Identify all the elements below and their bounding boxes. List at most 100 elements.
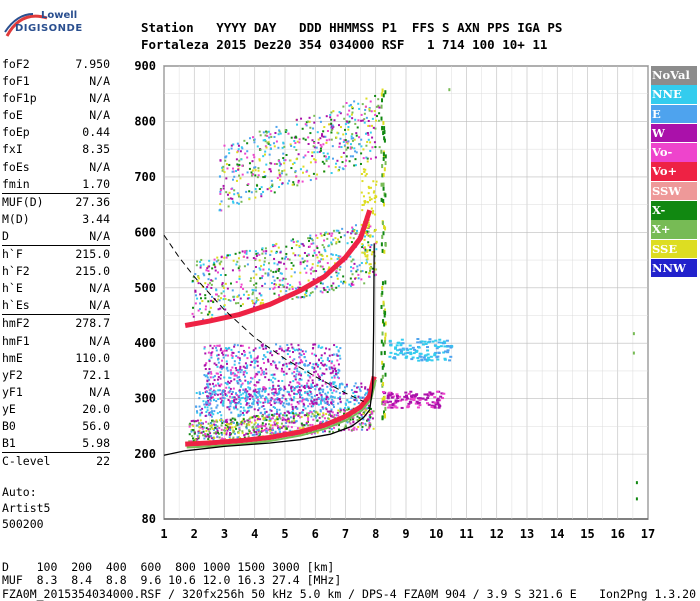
echo-dot	[384, 311, 387, 316]
echo-dot	[346, 399, 349, 402]
echo-dot	[369, 199, 372, 202]
echo-dot	[255, 286, 258, 289]
echo-dot	[251, 173, 254, 176]
echo-dot	[199, 302, 202, 305]
echo-dot	[205, 390, 208, 393]
echo-dot	[327, 391, 330, 394]
echo-dot	[326, 400, 329, 403]
echo-dot	[326, 358, 329, 361]
echo-dot	[382, 172, 385, 177]
echo-dot	[313, 141, 316, 144]
echo-dot	[346, 421, 349, 424]
echo-dot	[281, 419, 284, 422]
echo-dot	[219, 401, 222, 404]
echo-dot	[198, 391, 201, 394]
echo-dot	[239, 379, 242, 382]
echo-dot	[395, 406, 399, 409]
echo-dot	[229, 432, 232, 435]
echo-dot	[229, 387, 232, 390]
echo-dot	[299, 393, 302, 396]
echo-dot	[323, 234, 326, 237]
param-name: hmF1	[2, 333, 30, 348]
echo-dot	[380, 149, 383, 154]
echo-dot	[224, 427, 227, 430]
param-value: 3.44	[82, 211, 110, 226]
echo-dot	[336, 359, 339, 362]
echo-dot	[235, 263, 238, 266]
echo-dot	[330, 428, 333, 431]
echo-dot	[427, 358, 431, 361]
echo-dot	[347, 406, 350, 409]
echo-dot	[255, 415, 258, 418]
echo-dot	[354, 164, 357, 167]
echo-dot	[247, 409, 250, 412]
echo-dot	[368, 414, 371, 417]
echo-dot	[311, 239, 314, 242]
echo-dot	[286, 353, 289, 356]
echo-dot	[261, 424, 264, 427]
echo-dot	[274, 390, 277, 393]
echo-dot	[269, 170, 272, 173]
echo-dot	[358, 396, 361, 399]
echo-dot	[317, 141, 320, 144]
echo-dot	[296, 370, 299, 373]
echo-dot	[363, 253, 366, 256]
echo-dot	[208, 430, 211, 433]
echo-dot	[242, 373, 245, 376]
echo-dot	[314, 343, 317, 346]
echo-dot	[366, 160, 369, 163]
echo-dot	[354, 277, 357, 280]
echo-dot	[316, 256, 319, 259]
echo-dot	[247, 419, 250, 422]
echo-dot	[229, 299, 232, 302]
echo-dot	[239, 402, 242, 405]
echo-dot	[241, 344, 244, 347]
echo-dot	[257, 174, 260, 177]
echo-dot	[319, 409, 322, 412]
echo-dot	[259, 425, 262, 428]
y-tick-label: 800	[134, 114, 156, 128]
echo-dot	[308, 394, 311, 397]
echo-dot	[282, 402, 285, 405]
echo-dot	[261, 284, 264, 287]
echo-dot	[232, 387, 235, 390]
echo-dot	[241, 431, 244, 434]
auto-version: 500200	[2, 517, 44, 531]
echo-dot	[211, 393, 214, 396]
echo-dot	[335, 372, 338, 375]
echo-dot	[241, 147, 244, 150]
echo-dot	[306, 254, 309, 257]
echo-dot	[366, 407, 369, 410]
echo-dot	[427, 356, 431, 359]
echo-dot	[335, 241, 338, 244]
echo-dot	[222, 267, 225, 270]
echo-dot	[209, 428, 212, 431]
echo-dot	[323, 248, 326, 251]
echo-dot	[238, 277, 241, 280]
echo-dot	[290, 136, 293, 139]
echo-dot	[290, 387, 293, 390]
echo-dot	[357, 277, 360, 280]
echo-dot	[380, 182, 383, 187]
echo-dot	[260, 425, 263, 428]
echo-dot	[316, 264, 319, 267]
echo-dot	[242, 406, 245, 409]
echo-dot	[270, 409, 273, 412]
echo-dot	[235, 393, 238, 396]
echo-dot	[326, 402, 329, 405]
echo-dot	[280, 400, 283, 403]
echo-dot	[384, 154, 387, 159]
echo-dot	[293, 419, 296, 422]
echo-dot	[311, 139, 314, 142]
echo-dot	[236, 344, 239, 347]
echo-dot	[327, 397, 330, 400]
echo-dot	[255, 427, 258, 430]
echo-dot	[195, 264, 198, 267]
echo-dot	[352, 137, 355, 140]
echo-dot	[237, 350, 240, 353]
echo-dot	[285, 153, 288, 156]
echo-dot	[400, 406, 404, 409]
echo-dot	[228, 408, 231, 411]
echo-dot	[311, 155, 314, 158]
echo-dot	[365, 173, 368, 176]
